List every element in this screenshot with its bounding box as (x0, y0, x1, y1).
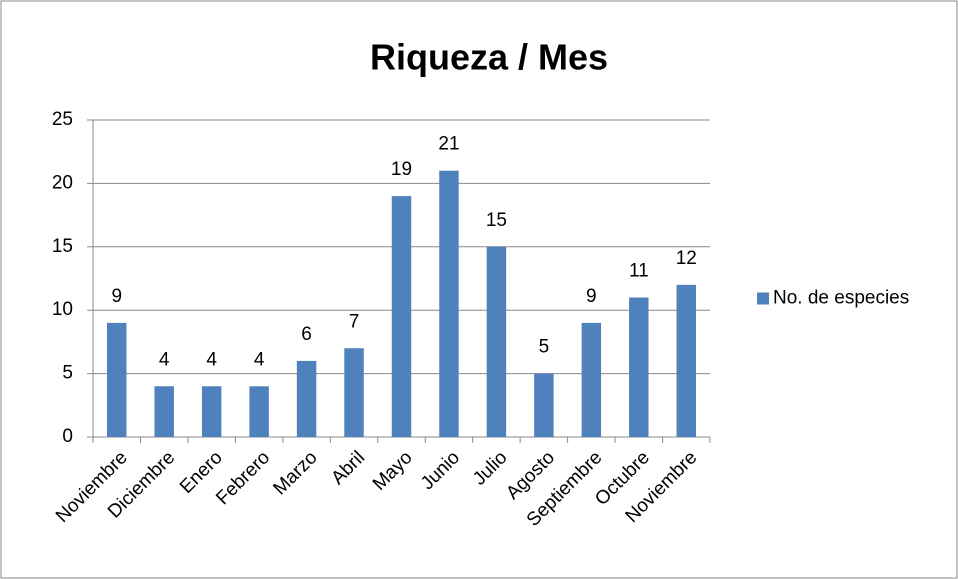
y-tick-label: 5 (62, 363, 73, 384)
bar (676, 284, 696, 437)
bar (154, 386, 174, 437)
data-label: 6 (301, 324, 312, 345)
bar (344, 348, 364, 437)
y-tick-label: 10 (52, 299, 73, 320)
data-label: 19 (391, 159, 412, 180)
y-tick-label: 15 (52, 236, 73, 257)
bar (391, 196, 412, 437)
data-label: 15 (486, 210, 507, 231)
bar (486, 246, 507, 437)
bar (581, 322, 602, 437)
data-label: 5 (539, 337, 550, 358)
y-tick-label: 20 (52, 172, 73, 193)
bar (534, 373, 554, 437)
bar (107, 322, 127, 437)
bar (629, 297, 649, 437)
bar (439, 170, 459, 437)
bar (296, 360, 317, 437)
data-label: 11 (629, 261, 649, 282)
data-label: 4 (159, 349, 170, 370)
y-tick-label: 25 (52, 109, 73, 130)
data-label: 7 (349, 311, 360, 332)
data-label: 21 (438, 134, 459, 155)
data-label: 4 (206, 349, 217, 370)
bar (249, 386, 269, 437)
bar (201, 386, 222, 437)
data-label: 12 (676, 248, 697, 269)
chart-title: Riqueza / Mes (370, 37, 608, 78)
data-label: 9 (111, 286, 122, 307)
legend-label: No. de especies (773, 288, 909, 309)
data-label: 9 (586, 286, 597, 307)
legend-swatch (757, 292, 769, 305)
data-label: 4 (254, 349, 265, 370)
y-tick-label: 0 (62, 426, 73, 447)
